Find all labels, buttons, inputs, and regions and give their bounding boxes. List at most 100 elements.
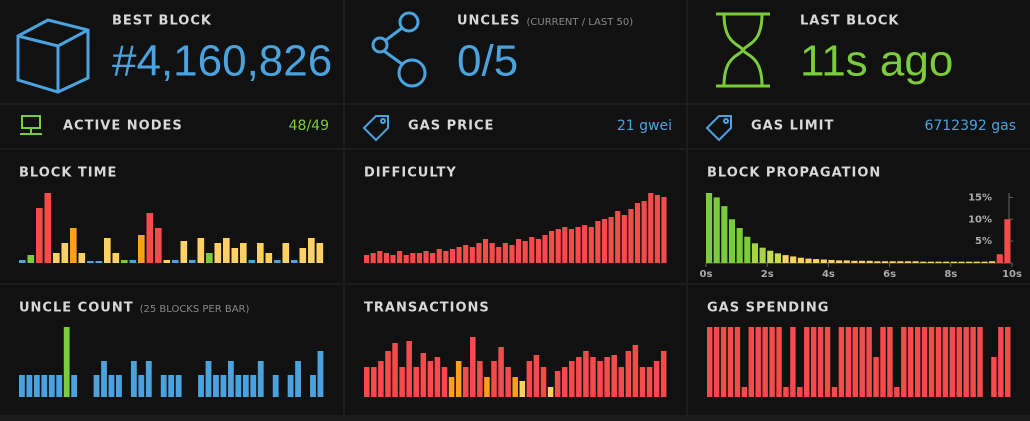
bar — [852, 327, 858, 397]
bar — [371, 367, 377, 397]
bar — [198, 375, 204, 397]
bar — [227, 361, 234, 397]
bar — [112, 253, 120, 263]
bar — [505, 367, 511, 397]
bar — [713, 327, 720, 397]
histogram-bar — [866, 260, 873, 263]
bar — [634, 203, 641, 263]
bar — [628, 209, 634, 263]
bar — [977, 327, 983, 397]
bar — [956, 327, 962, 397]
bar — [377, 251, 383, 263]
bar — [235, 375, 242, 397]
bar — [163, 260, 171, 263]
bar — [654, 195, 660, 263]
bar — [420, 353, 427, 397]
y-tick-label: 10% — [968, 214, 992, 225]
bar — [423, 251, 429, 263]
bar — [370, 253, 376, 263]
bar — [512, 377, 518, 397]
stat-value: 6712392 gas — [924, 118, 1016, 134]
bar — [462, 367, 469, 397]
bar — [36, 208, 43, 263]
bar — [804, 327, 810, 397]
bar — [576, 357, 582, 397]
bar — [516, 239, 522, 263]
bar — [463, 245, 469, 263]
bar — [582, 225, 588, 263]
bar — [859, 327, 865, 397]
bar — [469, 247, 475, 263]
bar — [838, 327, 845, 397]
bar — [41, 375, 48, 397]
stat-subtitle: (CURRENT / LAST 50) — [527, 17, 634, 28]
bar — [95, 261, 103, 263]
bar — [19, 260, 26, 263]
bar — [257, 361, 264, 397]
bar — [970, 327, 976, 397]
stat-value: 0/5 — [457, 37, 518, 86]
bar — [547, 387, 554, 397]
x-tick-label: 0s — [700, 269, 713, 280]
bar — [223, 238, 230, 263]
bar — [661, 197, 667, 263]
bar — [604, 357, 610, 397]
histogram-bar — [813, 259, 820, 263]
bar — [588, 227, 594, 263]
stat-label: GAS LIMIT — [751, 119, 834, 134]
bar — [430, 253, 436, 263]
bar — [762, 327, 768, 397]
bar — [213, 375, 219, 397]
bar — [498, 347, 504, 397]
bar — [129, 260, 137, 263]
bar — [214, 243, 222, 263]
bar — [449, 249, 456, 263]
stat-label: LAST BLOCK — [800, 14, 900, 29]
histogram-bar — [843, 260, 850, 263]
stat-label: UNCLES — [457, 14, 521, 29]
tag-icon — [362, 115, 732, 142]
histogram-bar — [989, 261, 996, 263]
bar — [555, 229, 561, 263]
histogram-bar — [935, 261, 942, 263]
bar — [921, 327, 928, 397]
cube-icon — [16, 18, 90, 94]
bar — [56, 375, 63, 397]
histogram-bar — [927, 261, 934, 263]
bar — [529, 237, 535, 263]
bar — [595, 221, 601, 263]
histogram-bar — [736, 228, 743, 263]
bar — [397, 251, 403, 263]
bar — [646, 367, 653, 397]
bar — [824, 327, 831, 397]
histogram-bar — [950, 261, 957, 263]
histogram-bar — [920, 261, 927, 263]
bar — [575, 227, 581, 263]
bar — [443, 251, 449, 263]
bar — [61, 243, 69, 263]
bar — [130, 361, 137, 397]
histogram-bar — [751, 243, 759, 263]
bar — [108, 375, 115, 397]
bar — [914, 327, 921, 397]
bar — [399, 367, 405, 397]
bar — [601, 219, 608, 263]
bar — [526, 361, 533, 397]
bar — [248, 260, 256, 263]
bar — [880, 327, 886, 397]
bar — [535, 239, 541, 263]
bar — [78, 253, 86, 263]
uncles-icon — [371, 11, 427, 88]
bar — [660, 351, 667, 397]
bar — [476, 243, 482, 263]
bar — [540, 367, 547, 397]
histogram-bar — [759, 247, 766, 263]
bar — [26, 375, 33, 397]
bar — [27, 255, 35, 263]
bar — [456, 247, 462, 263]
bar — [866, 327, 872, 397]
bar — [436, 249, 442, 263]
histogram-bar — [889, 261, 896, 263]
bar — [561, 367, 568, 397]
